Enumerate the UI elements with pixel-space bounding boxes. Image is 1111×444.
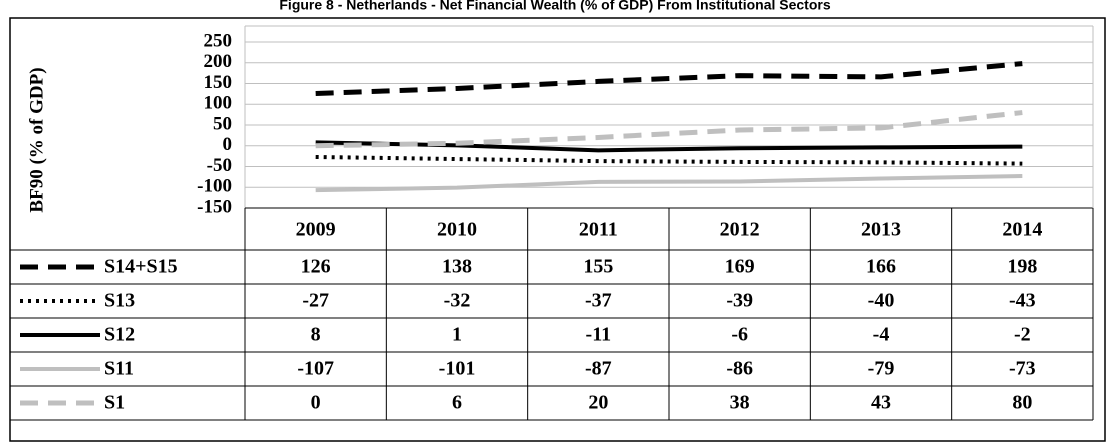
- series-line: [315, 140, 1023, 153]
- x-tick-label: 2014: [1002, 219, 1042, 241]
- table-cell: -4: [873, 324, 890, 346]
- table-cell: 138: [442, 256, 472, 278]
- table-cell: -27: [302, 290, 329, 312]
- table-cell: -101: [439, 358, 476, 380]
- table-cell: -43: [1009, 290, 1036, 312]
- legend-label: S11: [104, 358, 134, 380]
- table-cell: 166: [866, 256, 896, 278]
- legend-label: S1: [104, 392, 125, 414]
- x-tick-label: 2010: [437, 219, 477, 241]
- table-cell: -11: [586, 324, 612, 346]
- y-tick-label: 200: [204, 51, 233, 72]
- table-cell: -37: [585, 290, 612, 312]
- series-line: [315, 174, 1023, 193]
- y-axis-label: BF90 (% of GDP): [26, 67, 47, 212]
- y-tick-label: 250: [204, 30, 233, 51]
- table-cell: 20: [588, 392, 608, 414]
- table-cell: -79: [868, 358, 895, 380]
- table-cell: -86: [726, 358, 753, 380]
- table-cell: -2: [1014, 324, 1031, 346]
- legend-label: S12: [104, 324, 135, 346]
- table-cell: 1: [452, 324, 462, 346]
- series-line: [315, 154, 1023, 166]
- table-cell: -40: [868, 290, 895, 312]
- y-tick-label: 150: [204, 72, 233, 93]
- table-cell: 198: [1007, 256, 1037, 278]
- table-cell: 80: [1012, 392, 1032, 414]
- table-cell: 126: [301, 256, 331, 278]
- table-cell: 169: [725, 256, 755, 278]
- legend-label: S13: [104, 290, 135, 312]
- table-cell: 43: [871, 392, 891, 414]
- table-cell: 155: [583, 256, 613, 278]
- table-cell: 38: [730, 392, 750, 414]
- table-cell: -32: [444, 290, 471, 312]
- legend-label: S14+S15: [104, 256, 178, 278]
- table-cell: 6: [452, 392, 462, 414]
- x-tick-label: 2009: [296, 219, 336, 241]
- table-cell: 8: [311, 324, 321, 346]
- series-line: [315, 61, 1023, 96]
- y-tick-label: 0: [223, 134, 233, 155]
- x-tick-label: 2011: [579, 219, 618, 241]
- series-line: [315, 110, 1023, 149]
- table-cell: -39: [726, 290, 753, 312]
- chart-title: Figure 8 - Netherlands - Net Financial W…: [279, 0, 830, 13]
- y-tick-label: 50: [213, 113, 232, 134]
- table-cell: -6: [731, 324, 748, 346]
- table-cell: -73: [1009, 358, 1036, 380]
- y-tick-label: -150: [197, 196, 232, 217]
- x-tick-label: 2012: [720, 219, 760, 241]
- y-tick-label: 100: [204, 93, 233, 114]
- x-tick-label: 2013: [861, 219, 901, 241]
- table-cell: -107: [297, 358, 334, 380]
- table-cell: 0: [311, 392, 321, 414]
- y-tick-label: -50: [207, 155, 232, 176]
- y-tick-label: -100: [197, 176, 232, 197]
- table-cell: -87: [585, 358, 612, 380]
- frame: [9, 17, 1106, 442]
